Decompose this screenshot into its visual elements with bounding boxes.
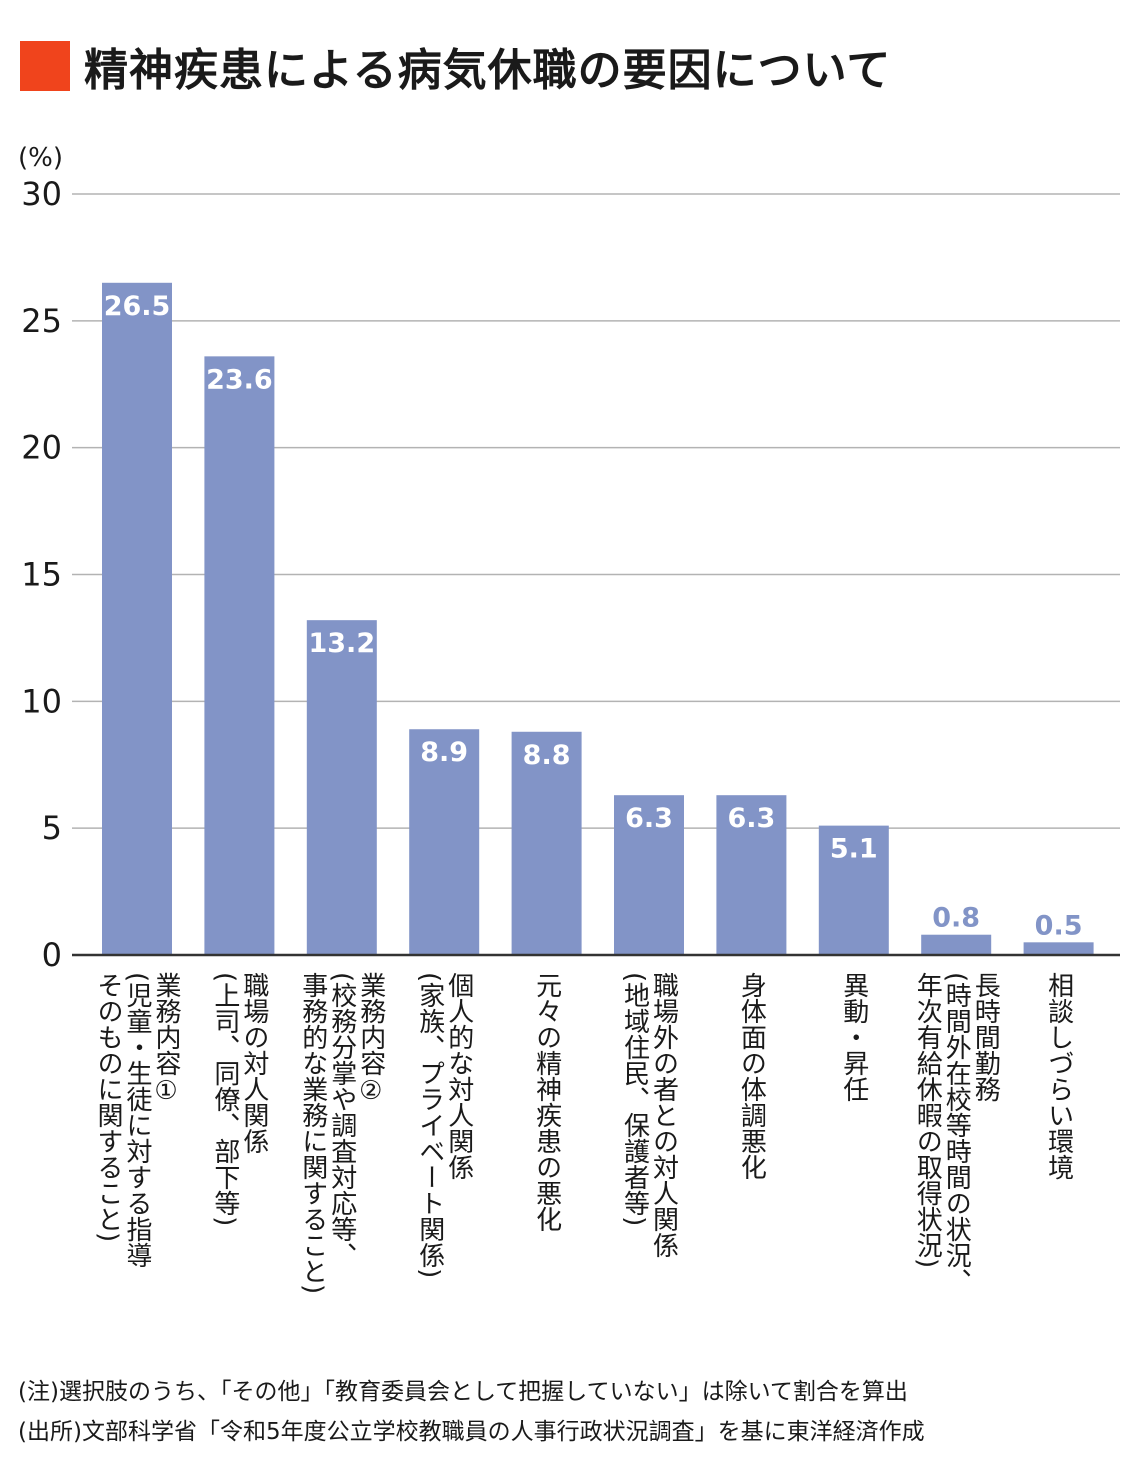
y-tick-label: 30 <box>21 175 62 213</box>
y-tick-label: 10 <box>21 682 62 720</box>
bar <box>716 795 787 955</box>
data-label: 13.2 <box>308 628 375 659</box>
x-category-label: (時間外在校等時間の状況、 <box>941 972 971 1294</box>
x-category-label: そのものに関すること) <box>93 972 123 1242</box>
bar <box>204 356 275 955</box>
footnote-source: (出所)文部科学省「令和5年度公立学校教職員の人事行政状況調査」を基に東洋経済作… <box>18 1419 925 1445</box>
bar <box>511 731 582 955</box>
bar <box>102 282 172 955</box>
x-category-label: 元々の精神疾患の悪化 <box>532 972 562 1232</box>
bar <box>818 825 889 955</box>
data-label: 8.9 <box>420 737 468 768</box>
x-category-label: (児童・生徒に対する指導 <box>122 972 152 1268</box>
data-label: 6.3 <box>727 803 775 834</box>
y-tick-label: 15 <box>21 556 62 594</box>
data-label: 8.8 <box>523 740 571 771</box>
x-category-label: (校務分掌や調査対応等、 <box>327 972 357 1268</box>
bar <box>614 795 684 955</box>
data-label: 0.5 <box>1035 910 1083 941</box>
bar-chart: (%) 0 5 10 15 20 25 30 26.5 23.6 13.2 8.9 8.8 6.3 6.3 5… <box>18 143 1120 1294</box>
footnotes: (注)選択肢のうち、「その他」「教育委員会として把握していない」は除いて割合を算… <box>18 1372 1128 1452</box>
y-tick-label: 0 <box>42 936 62 974</box>
x-category-label: 長時間勤務 <box>970 972 1000 1102</box>
data-label: 0.8 <box>932 903 980 934</box>
bar <box>1023 942 1094 955</box>
x-category-label: 年次有給休暇の取得状況) <box>912 972 942 1268</box>
bar <box>306 620 377 955</box>
bar <box>921 934 992 955</box>
chart-title-block: 精神疾患による病気休職の要因について <box>20 36 891 96</box>
x-category-label: 職場の対人関係 <box>239 972 269 1154</box>
x-category-label: 事務的な業務に関すること) <box>298 972 328 1294</box>
data-label: 5.1 <box>830 834 878 865</box>
title-square-marker <box>20 41 70 91</box>
x-category-label: 業務内容② <box>356 972 386 1106</box>
footnote-note: (注)選択肢のうち、「その他」「教育委員会として把握していない」は除いて割合を算… <box>18 1379 908 1405</box>
data-label: 6.3 <box>625 803 673 834</box>
x-category-label: 相談しづらい環境 <box>1044 972 1074 1180</box>
y-axis-unit-label: (%) <box>18 143 63 173</box>
x-category-label: 身体面の体調悪化 <box>736 972 766 1180</box>
x-category-label: 職場外の者との対人関係 <box>649 972 679 1258</box>
y-tick-label: 5 <box>42 809 62 847</box>
x-category-label: 異動・昇任 <box>839 972 869 1102</box>
bar <box>409 729 480 955</box>
x-category-label: (上司、同僚、部下等) <box>210 972 240 1226</box>
chart-title: 精神疾患による病気休職の要因について <box>84 45 892 96</box>
y-tick-label: 20 <box>21 429 62 467</box>
x-category-label: (家族、プライベート関係) <box>415 972 445 1278</box>
y-tick-label: 25 <box>21 302 62 340</box>
x-category-label: (地域住民、保護者等) <box>620 972 650 1226</box>
x-category-label: 個人的な対人関係 <box>444 972 474 1180</box>
data-label: 26.5 <box>104 291 171 322</box>
data-label: 23.6 <box>206 364 273 395</box>
x-category-label: 業務内容① <box>151 972 181 1106</box>
